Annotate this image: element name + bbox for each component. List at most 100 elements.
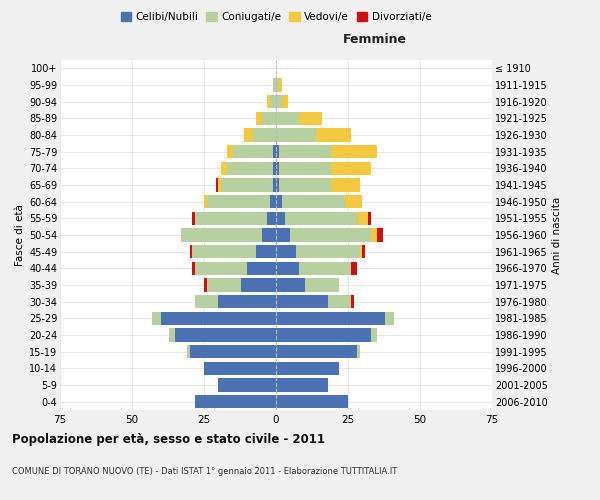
Bar [244, 128, 253, 141]
Text: Femmine: Femmine [343, 33, 407, 46]
Bar [276, 245, 296, 258]
Bar [207, 278, 241, 291]
Bar [362, 245, 365, 258]
Bar [279, 178, 331, 192]
Bar [169, 328, 175, 342]
Bar [282, 195, 345, 208]
Bar [215, 178, 218, 192]
Bar [256, 245, 276, 258]
Bar [276, 262, 299, 275]
Bar [221, 162, 227, 175]
Bar [276, 395, 348, 408]
Bar [276, 228, 290, 241]
Bar [276, 212, 284, 225]
Bar [276, 145, 279, 158]
Bar [368, 212, 371, 225]
Bar [351, 295, 354, 308]
Bar [276, 378, 328, 392]
Bar [204, 362, 276, 375]
Bar [193, 212, 196, 225]
Bar [377, 228, 383, 241]
Bar [284, 212, 356, 225]
Bar [279, 162, 331, 175]
Bar [276, 128, 316, 141]
Bar [256, 112, 262, 125]
Bar [276, 112, 299, 125]
Bar [276, 362, 340, 375]
Bar [190, 245, 193, 258]
Bar [227, 162, 273, 175]
Bar [196, 212, 268, 225]
Bar [152, 312, 161, 325]
Bar [273, 78, 276, 92]
Bar [351, 262, 356, 275]
Bar [290, 228, 371, 241]
Bar [276, 278, 305, 291]
Bar [204, 278, 207, 291]
Bar [305, 278, 340, 291]
Bar [253, 128, 276, 141]
Bar [273, 178, 276, 192]
Bar [276, 178, 279, 192]
Bar [241, 278, 276, 291]
Bar [279, 78, 282, 92]
Bar [276, 162, 279, 175]
Bar [328, 295, 351, 308]
Y-axis label: Fasce di età: Fasce di età [14, 204, 25, 266]
Legend: Celibi/Nubili, Coniugati/e, Vedovi/e, Divorziati/e: Celibi/Nubili, Coniugati/e, Vedovi/e, Di… [116, 8, 436, 26]
Bar [268, 95, 270, 108]
Bar [276, 95, 282, 108]
Bar [331, 145, 377, 158]
Bar [273, 145, 276, 158]
Bar [276, 78, 279, 92]
Bar [196, 295, 218, 308]
Bar [316, 128, 351, 141]
Bar [190, 345, 276, 358]
Bar [371, 328, 377, 342]
Bar [218, 378, 276, 392]
Bar [276, 195, 282, 208]
Bar [273, 162, 276, 175]
Y-axis label: Anni di nascita: Anni di nascita [552, 196, 562, 274]
Bar [218, 178, 221, 192]
Text: COMUNE DI TORANO NUOVO (TE) - Dati ISTAT 1° gennaio 2011 - Elaborazione TUTTITAL: COMUNE DI TORANO NUOVO (TE) - Dati ISTAT… [12, 468, 397, 476]
Bar [204, 195, 207, 208]
Bar [175, 328, 276, 342]
Bar [196, 395, 276, 408]
Bar [227, 145, 233, 158]
Bar [276, 345, 356, 358]
Text: Popolazione per età, sesso e stato civile - 2011: Popolazione per età, sesso e stato civil… [12, 432, 325, 446]
Bar [276, 328, 371, 342]
Bar [262, 228, 276, 241]
Bar [385, 312, 394, 325]
Bar [359, 245, 362, 258]
Bar [221, 178, 273, 192]
Bar [270, 195, 276, 208]
Bar [276, 295, 328, 308]
Bar [356, 212, 368, 225]
Bar [270, 95, 276, 108]
Bar [279, 145, 331, 158]
Bar [193, 245, 256, 258]
Bar [207, 195, 270, 208]
Bar [193, 262, 196, 275]
Bar [282, 95, 287, 108]
Bar [299, 112, 322, 125]
Bar [218, 295, 276, 308]
Bar [196, 262, 247, 275]
Bar [262, 112, 276, 125]
Bar [181, 228, 262, 241]
Bar [276, 312, 385, 325]
Bar [299, 262, 351, 275]
Bar [233, 145, 273, 158]
Bar [331, 178, 359, 192]
Bar [296, 245, 359, 258]
Bar [345, 195, 362, 208]
Bar [247, 262, 276, 275]
Bar [356, 345, 359, 358]
Bar [331, 162, 371, 175]
Bar [268, 212, 276, 225]
Bar [187, 345, 190, 358]
Bar [161, 312, 276, 325]
Bar [371, 228, 377, 241]
